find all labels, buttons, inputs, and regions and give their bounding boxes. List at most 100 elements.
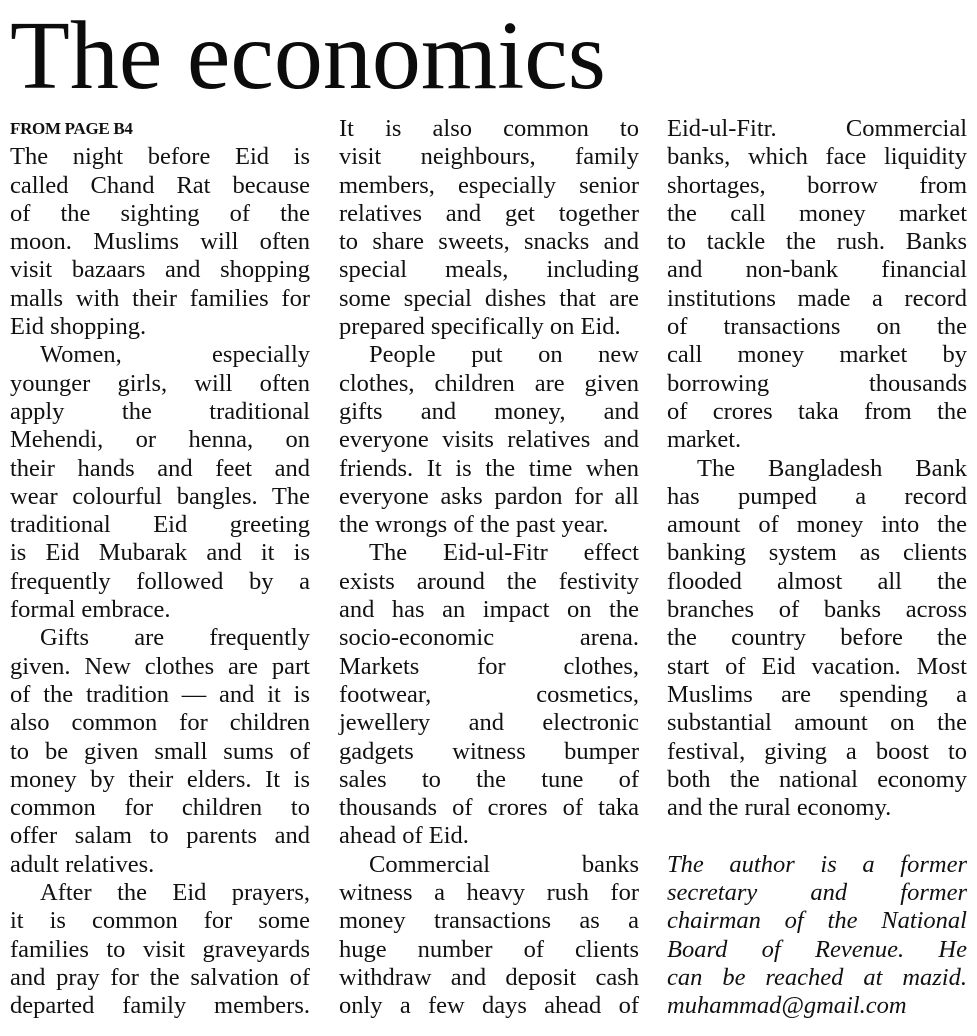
text-line: footwear, cosmetics, xyxy=(339,680,639,708)
text-line: It is also common to xyxy=(339,115,639,142)
text-line: The night before Eid is xyxy=(10,143,310,171)
text-line: The Eid-ul-Fitr effect xyxy=(369,539,639,567)
text-line: banks, which face liquidity xyxy=(667,143,967,171)
text-line: People put on new xyxy=(369,341,639,369)
text-line: moon. Muslims will often xyxy=(10,228,310,256)
text-line: apply the traditional xyxy=(10,397,310,425)
paragraph-spacer xyxy=(667,822,967,850)
text-line: relatives and get together xyxy=(339,199,639,227)
text-line: both the national economy xyxy=(667,765,967,793)
article-paragraph: Eid-ul-Fitr. Commercial banks, which face… xyxy=(667,115,967,455)
article-paragraph: Women, especially younger girls, will oft… xyxy=(10,341,310,624)
text-line: and non-bank financial xyxy=(667,256,967,284)
text-line: Women, especially xyxy=(40,341,310,369)
article-column-1: FROM PAGE B4 The night before Eid is call… xyxy=(10,115,310,1021)
text-line: jewellery and electronic xyxy=(339,709,639,737)
text-line: to be given small sums of xyxy=(10,737,310,765)
text-line: market. xyxy=(667,426,742,454)
text-line: their hands and feet and xyxy=(10,454,310,482)
text-line: is Eid Mubarak and it is xyxy=(10,539,310,567)
text-line: Board of Revenue. He xyxy=(667,935,967,963)
text-line: clothes, children are given xyxy=(339,369,639,397)
text-line: has pumped a record xyxy=(667,482,967,510)
text-line: frequently followed by a xyxy=(10,567,310,595)
article-paragraph: Gifts are frequently given. New clothes a… xyxy=(10,624,310,879)
text-line: of crores taka from the xyxy=(667,397,967,425)
text-line: traditional Eid greeting xyxy=(10,511,310,539)
text-line: malls with their families for xyxy=(10,284,310,312)
text-line: gifts and money, and xyxy=(339,397,639,425)
text-line: younger girls, will often xyxy=(10,369,310,397)
text-line: wear colourful bangles. The xyxy=(10,482,310,510)
headline: The economics xyxy=(10,2,606,110)
text-line: offer salam to parents and xyxy=(10,822,310,850)
text-line: families to visit graveyards xyxy=(10,935,310,963)
author-bio: The author is a former secretary and form… xyxy=(667,851,967,1021)
text-line: banking system as clients xyxy=(667,539,967,567)
article-paragraph: It is also common to visit neighbours, fa… xyxy=(339,115,639,341)
article-paragraph: The night before Eid is called Chand Rat … xyxy=(10,143,310,341)
text-line: The Bangladesh Bank xyxy=(697,454,967,482)
text-line: witness a heavy rush for xyxy=(339,879,639,907)
text-line: After the Eid prayers, xyxy=(40,879,310,907)
text-line: withdraw and deposit cash xyxy=(339,963,639,991)
text-line: ahead of Eid. xyxy=(339,822,469,850)
text-line: Markets for clothes, xyxy=(339,652,639,680)
text-line: exists around the festivity xyxy=(339,567,639,595)
text-line: Eid-ul-Fitr. Commercial xyxy=(667,115,967,142)
text-line: members, especially senior xyxy=(339,171,639,199)
text-line: departed family members. xyxy=(10,992,310,1020)
text-line: call money market by xyxy=(667,341,967,369)
text-line: muhammad@gmail.com xyxy=(667,992,907,1020)
text-line: Muslims are spending a xyxy=(667,680,967,708)
article-column-2: It is also common to visit neighbours, fa… xyxy=(339,115,639,1021)
text-line: it is common for some xyxy=(10,907,310,935)
text-line: of the tradition — and it is xyxy=(10,680,310,708)
text-line: the country before the xyxy=(667,624,967,652)
text-line: chairman of the National xyxy=(667,907,967,935)
text-line: Eid shopping. xyxy=(10,313,147,341)
text-line: also common for children xyxy=(10,709,310,737)
article-column-3: Eid-ul-Fitr. Commercial banks, which face… xyxy=(667,115,967,1021)
text-line: sales to the tune of xyxy=(339,765,639,793)
text-line: of the sighting of the xyxy=(10,199,310,227)
text-line: Gifts are frequently xyxy=(40,624,310,652)
text-line: formal embrace. xyxy=(10,596,171,624)
article-paragraph: The Bangladesh Bank has pumped a record am… xyxy=(667,455,967,823)
text-line: prepared specifically on Eid. xyxy=(339,313,621,341)
text-line: Commercial banks xyxy=(369,850,639,878)
text-line: borrowing thousands xyxy=(667,369,967,397)
text-line: only a few days ahead of xyxy=(339,992,639,1020)
text-line: secretary and former xyxy=(667,879,967,907)
text-line: and pray for the salvation of xyxy=(10,963,310,991)
article-paragraph: Commercial banks witness a heavy rush for… xyxy=(339,851,639,1021)
text-line: visit bazaars and shopping xyxy=(10,256,310,284)
text-line: and has an impact on the xyxy=(339,596,639,624)
text-line: amount of money into the xyxy=(667,511,967,539)
text-line: can be reached at mazid. xyxy=(667,963,967,991)
text-line: friends. It is the time when xyxy=(339,454,639,482)
text-line: the call money market xyxy=(667,199,967,227)
text-line: everyone visits relatives and xyxy=(339,426,639,454)
text-line: some special dishes that are xyxy=(339,284,639,312)
text-line: shortages, borrow from xyxy=(667,171,967,199)
text-line: everyone asks pardon for all xyxy=(339,482,639,510)
text-line: common for children to xyxy=(10,794,310,822)
text-line: The author is a former xyxy=(667,850,967,878)
text-line: huge number of clients xyxy=(339,935,639,963)
text-line: money transactions as a xyxy=(339,907,639,935)
text-line: to share sweets, snacks and xyxy=(339,228,639,256)
text-line: flooded almost all the xyxy=(667,567,967,595)
text-line: festival, giving a boost to xyxy=(667,737,967,765)
article-paragraph: The Eid-ul-Fitr effect exists around the … xyxy=(339,539,639,850)
text-line: money by their elders. It is xyxy=(10,765,310,793)
text-line: socio-economic arena. xyxy=(339,624,639,652)
text-line: adult relatives. xyxy=(10,850,155,878)
text-line: and the rural economy. xyxy=(667,794,892,822)
text-line: gadgets witness bumper xyxy=(339,737,639,765)
text-line: to tackle the rush. Banks xyxy=(667,228,967,256)
text-line: called Chand Rat because xyxy=(10,171,310,199)
text-line: visit neighbours, family xyxy=(339,143,639,171)
text-line: institutions made a record xyxy=(667,284,967,312)
text-line: substantial amount on the xyxy=(667,709,967,737)
